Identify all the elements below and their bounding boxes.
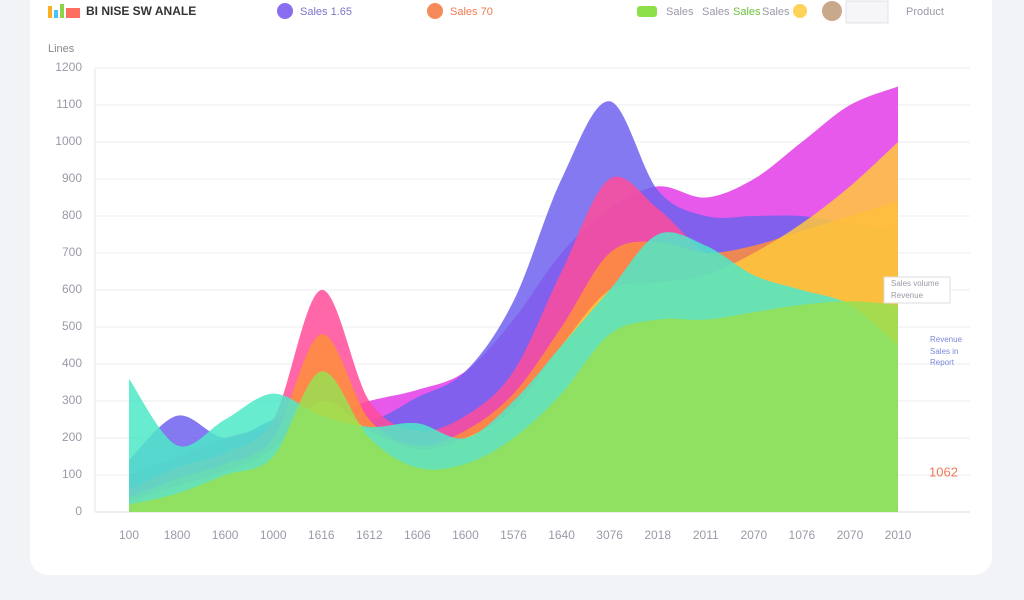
y-tick-label: 500 [62,319,82,333]
y-axis-label: Lines [48,43,75,55]
y-tick-label: 700 [62,245,82,259]
x-tick-label: 1600 [452,528,479,542]
x-tick-label: 2070 [837,528,864,542]
x-tick-label: 1800 [164,528,191,542]
x-tick-label: 1076 [789,528,816,542]
y-tick-label: 1100 [56,97,82,111]
x-tick-label: 100 [119,528,139,542]
y-tick-label: 900 [62,171,82,185]
nav-item[interactable]: Sales 70 [450,6,493,18]
y-tick-label: 200 [62,430,82,444]
logo [54,10,58,18]
tooltip [883,276,951,304]
tooltip-text: Sales volume [891,279,940,288]
side-value: 1062 [929,464,958,479]
x-tick-label: 2070 [740,528,767,542]
y-tick-label: 600 [62,282,82,296]
y-tick-label: 1000 [55,134,82,148]
x-tick-label: 2018 [644,528,671,542]
nav-item[interactable]: Sales [762,6,790,18]
nav-item[interactable]: Product [906,6,944,18]
x-tick-label: 1640 [548,528,575,542]
avatar-box[interactable] [845,0,889,24]
nav-item[interactable]: Sales [733,6,761,18]
x-tick-label: 3076 [596,528,623,542]
y-tick-label: 1200 [55,60,82,74]
x-tick-label: 1616 [308,528,335,542]
tooltip-text: Revenue [891,291,924,300]
icon[interactable] [793,4,807,18]
nav-item[interactable]: Sales [702,6,730,18]
logo [60,4,64,18]
side-note: Sales in [930,347,958,356]
x-tick-label: 1606 [404,528,431,542]
y-tick-label: 300 [62,393,82,407]
x-tick-label: 1612 [356,528,383,542]
avatar[interactable] [822,1,842,21]
side-note: Report [930,358,955,367]
x-tick-label: 1600 [212,528,239,542]
icon[interactable] [427,3,443,19]
area [129,301,898,512]
icon[interactable] [277,3,293,19]
app-title: BI NISE SW ANALE [86,4,196,18]
y-tick-label: 100 [62,467,82,481]
logo [48,6,52,18]
y-tick-label: 0 [75,504,82,518]
x-tick-label: 1576 [500,528,527,542]
x-tick-label: 1000 [260,528,287,542]
nav-item[interactable]: Sales [666,6,694,18]
x-tick-label: 2010 [885,528,912,542]
side-note: Revenue [930,335,963,344]
plot: 0 100 200 300 400 500 600 700 800 900 1000 1100 1200… [55,60,970,542]
y-tick-label: 400 [62,356,82,370]
nav-item[interactable]: Sales 1.65 [300,6,352,18]
logo [66,8,80,18]
badge [637,6,657,17]
x-tick-label: 2011 [693,528,719,542]
y-tick-label: 800 [62,208,82,222]
